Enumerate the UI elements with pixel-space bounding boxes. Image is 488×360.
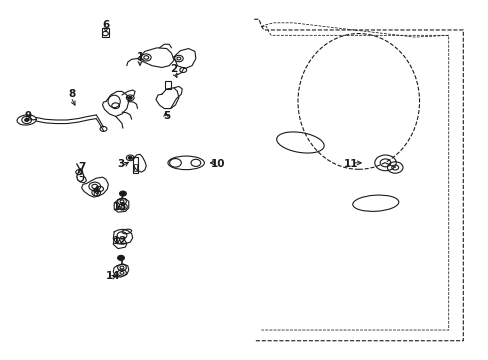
Text: 1: 1 [136,52,143,62]
Text: 10: 10 [210,159,224,169]
Text: 5: 5 [163,111,170,121]
Circle shape [128,157,132,159]
Text: 12: 12 [113,236,127,246]
Bar [102,28,109,37]
Bar [133,164,136,171]
Text: 4: 4 [92,186,100,196]
Text: 7: 7 [78,162,85,172]
Text: 13: 13 [113,202,127,212]
Text: 3: 3 [117,159,124,169]
Text: 14: 14 [106,271,120,282]
Text: 9: 9 [24,111,32,121]
Bar [132,157,137,173]
Text: 6: 6 [102,19,109,30]
Circle shape [128,96,132,99]
Circle shape [117,255,124,260]
Bar [164,81,170,89]
Text: 8: 8 [68,89,75,99]
Circle shape [119,191,126,196]
Circle shape [25,118,29,121]
Text: 2: 2 [170,64,177,74]
Text: 11: 11 [344,159,358,169]
